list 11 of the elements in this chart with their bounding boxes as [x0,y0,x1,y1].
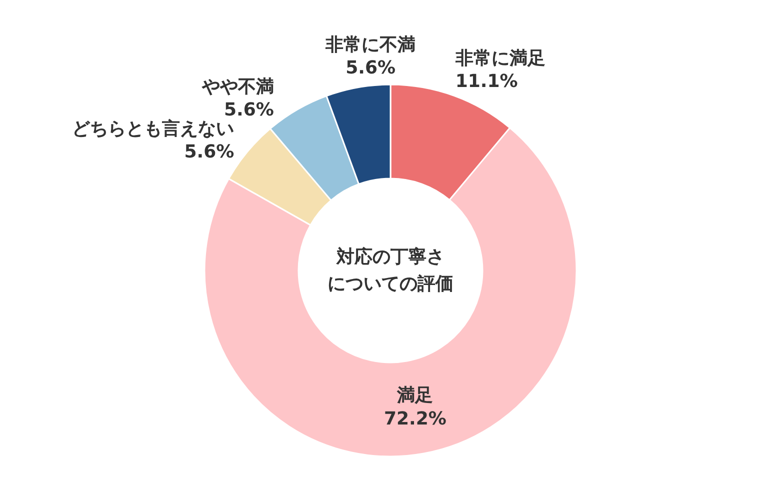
text: 対応の丁寧さについての評価 [328,246,454,295]
slice-label: どちらとも言えない [72,118,234,140]
data-label: 5.6% [346,58,396,78]
slice-label: やや不満 [200,76,274,98]
slice-label: 非常に満足 [454,48,546,69]
slice-label: 満足 [396,385,434,406]
data-label: 5.6% [184,142,234,162]
data-label: 11.1% [455,70,518,92]
data-label: 72.2% [384,408,446,430]
slice-label: 非常に不満 [324,34,416,56]
data-label: 5.6% [224,100,274,120]
